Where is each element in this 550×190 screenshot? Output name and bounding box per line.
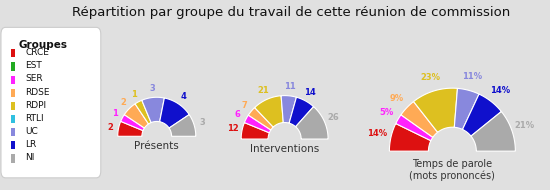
Text: 14%: 14% [367,129,388,138]
Polygon shape [463,94,502,136]
Polygon shape [169,115,196,136]
Polygon shape [142,97,164,123]
Text: 2: 2 [120,98,126,107]
Polygon shape [389,124,431,151]
Text: RDSE: RDSE [25,88,50,97]
Text: Répartition par groupe du travail de cette réunion de commission: Répartition par groupe du travail de cet… [73,6,510,19]
Text: 21%: 21% [515,121,535,130]
Text: 1: 1 [112,109,118,118]
Text: 3: 3 [149,84,155,93]
Text: RDPI: RDPI [25,101,47,110]
Polygon shape [118,121,143,136]
Text: 2: 2 [107,123,113,131]
Text: 26: 26 [327,113,339,122]
Bar [11,62,15,71]
Text: 11%: 11% [462,72,482,81]
Polygon shape [471,112,515,151]
Text: 14%: 14% [490,86,510,95]
Polygon shape [135,100,151,124]
Bar [11,141,15,149]
Polygon shape [401,101,438,137]
Bar [11,75,15,84]
Text: Interventions: Interventions [250,144,319,154]
Polygon shape [249,108,273,130]
Text: RTLI: RTLI [25,114,44,123]
Text: 3: 3 [200,118,205,127]
Polygon shape [414,88,458,132]
Text: 21: 21 [257,86,269,95]
Text: 23%: 23% [420,73,441,82]
Polygon shape [281,96,296,123]
Text: 9%: 9% [389,94,404,103]
Text: 11: 11 [284,82,296,91]
Polygon shape [241,123,270,139]
Bar [11,49,15,57]
Polygon shape [255,96,283,127]
Bar [11,89,15,97]
Text: LR: LR [25,140,37,149]
Polygon shape [120,115,145,131]
Polygon shape [160,98,189,128]
Bar [11,102,15,110]
Text: Temps de parole
(mots prononcés): Temps de parole (mots prononcés) [409,159,496,181]
Text: 12: 12 [227,124,239,133]
Polygon shape [396,115,433,141]
Text: CRCE: CRCE [25,48,50,57]
Text: Présents: Présents [134,141,179,151]
Text: 5%: 5% [379,108,393,116]
Text: Groupes: Groupes [18,40,67,50]
Text: UC: UC [25,127,38,136]
Polygon shape [454,88,479,129]
Text: NI: NI [25,153,35,162]
Bar [11,115,15,123]
Polygon shape [124,104,148,128]
Polygon shape [244,115,271,133]
FancyBboxPatch shape [1,27,101,178]
Text: 7: 7 [241,101,247,110]
Text: 4: 4 [180,92,186,101]
Bar [11,154,15,162]
Bar [11,128,15,136]
Text: EST: EST [25,61,42,70]
Text: SER: SER [25,74,43,83]
Text: 1: 1 [131,90,138,99]
Polygon shape [289,97,314,127]
Polygon shape [295,107,328,139]
Text: 14: 14 [304,88,316,97]
Text: 6: 6 [235,110,241,119]
